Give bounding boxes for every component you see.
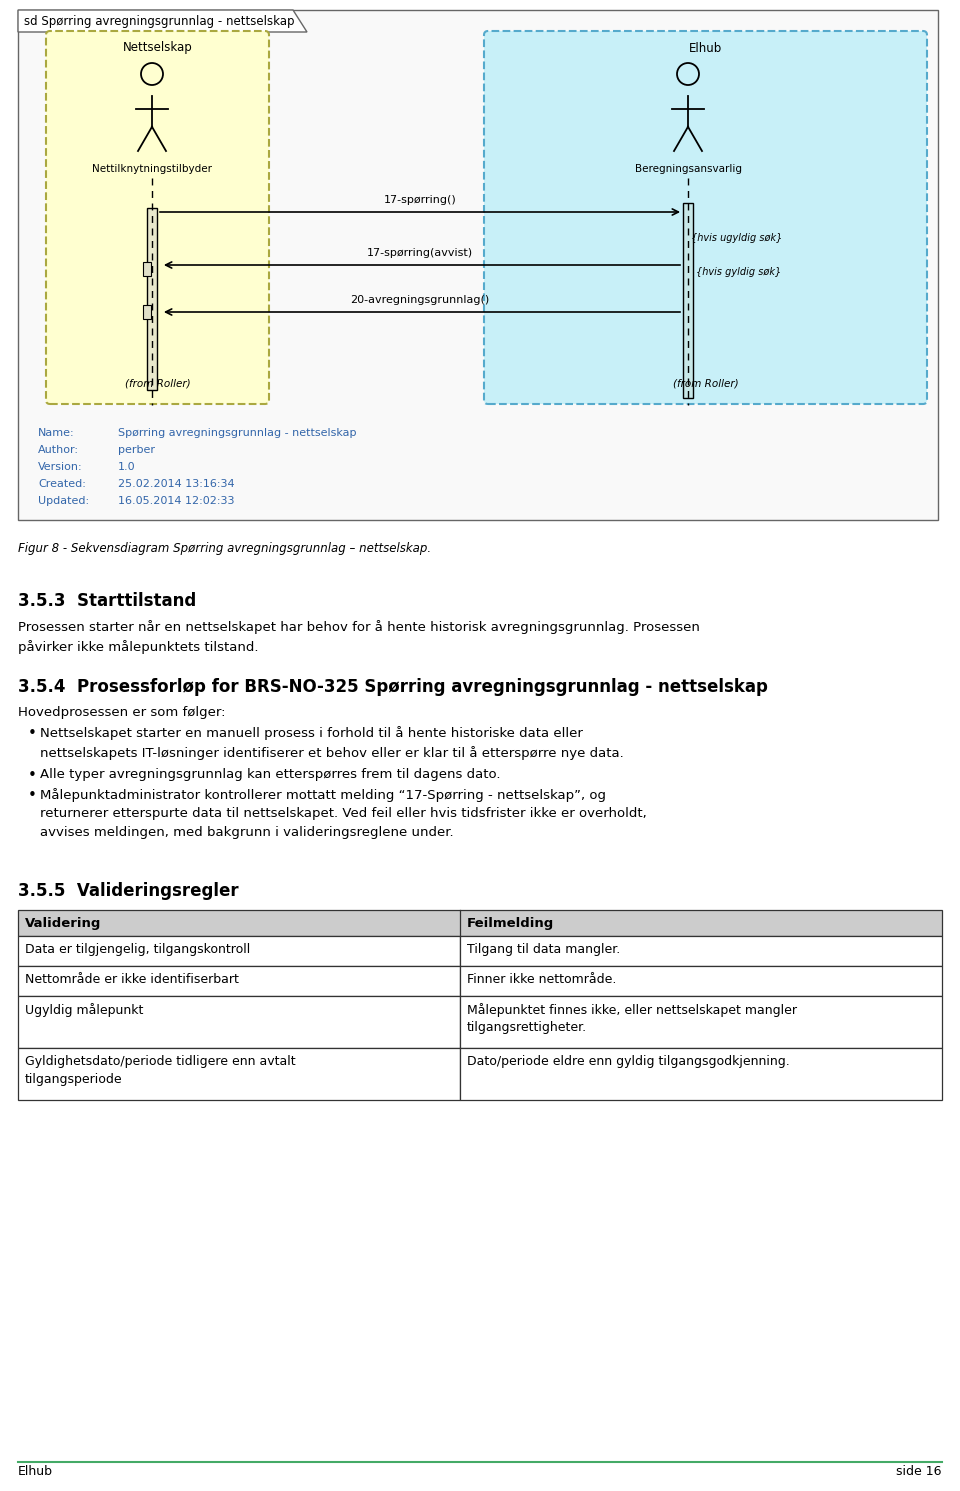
Text: Elhub: Elhub (689, 42, 722, 55)
Text: Validering: Validering (25, 917, 102, 929)
Text: Tilgang til data mangler.: Tilgang til data mangler. (467, 942, 620, 956)
Text: •: • (28, 768, 36, 783)
FancyBboxPatch shape (46, 31, 269, 404)
Text: 3.5.5  Valideringsregler: 3.5.5 Valideringsregler (18, 883, 239, 901)
FancyBboxPatch shape (484, 31, 927, 404)
FancyBboxPatch shape (18, 10, 938, 520)
Bar (460, 966, 942, 996)
Text: Updated:: Updated: (38, 497, 89, 505)
Text: Data er tilgjengelig, tilgangskontroll: Data er tilgjengelig, tilgangskontroll (25, 942, 251, 956)
Bar (460, 936, 942, 966)
Text: Gyldighetsdato/periode tidligere enn avtalt
tilgangsperiode: Gyldighetsdato/periode tidligere enn avt… (25, 1056, 296, 1085)
Text: {hvis ugyldig søk}: {hvis ugyldig søk} (691, 233, 782, 243)
Text: •: • (28, 726, 36, 741)
Text: Figur 8 - Sekvensdiagram Spørring avregningsgrunnlag – nettselskap.: Figur 8 - Sekvensdiagram Spørring avregn… (18, 543, 431, 555)
Text: Hovedprosessen er som følger:: Hovedprosessen er som følger: (18, 707, 226, 719)
Text: Nettområde er ikke identifiserbart: Nettområde er ikke identifiserbart (25, 974, 239, 986)
Bar (143, 306, 151, 319)
Text: Nettselskapet starter en manuell prosess i forhold til å hente historiske data e: Nettselskapet starter en manuell prosess… (40, 726, 624, 760)
Text: (from Roller): (from Roller) (673, 379, 738, 388)
Text: Målepunktadministrator kontrollerer mottatt melding “17-Spørring - nettselskap”,: Målepunktadministrator kontrollerer mott… (40, 789, 647, 839)
Bar (147, 209, 157, 391)
Bar (18, 936, 460, 966)
Text: Ugyldig målepunkt: Ugyldig målepunkt (25, 1003, 143, 1017)
Bar (460, 996, 942, 1048)
Text: Spørring avregningsgrunnlag - nettselskap: Spørring avregningsgrunnlag - nettselska… (118, 428, 356, 438)
Text: Prosessen starter når en nettselskapet har behov for å hente historisk avregning: Prosessen starter når en nettselskapet h… (18, 620, 700, 655)
Text: Dato/periode eldre enn gyldig tilgangsgodkjenning.: Dato/periode eldre enn gyldig tilgangsgo… (467, 1056, 790, 1068)
Text: Nettilknytningstilbyder: Nettilknytningstilbyder (92, 164, 212, 174)
Text: Alle typer avregningsgrunnlag kan etterspørres frem til dagens dato.: Alle typer avregningsgrunnlag kan etters… (40, 768, 500, 781)
Text: 25.02.2014 13:16:34: 25.02.2014 13:16:34 (118, 479, 234, 489)
Text: 17-spørring(avvist): 17-spørring(avvist) (367, 248, 473, 258)
Text: Finner ikke nettområde.: Finner ikke nettområde. (467, 974, 616, 986)
Text: 16.05.2014 12:02:33: 16.05.2014 12:02:33 (118, 497, 234, 505)
Text: 20-avregningsgrunnlag(): 20-avregningsgrunnlag() (350, 295, 490, 306)
Text: Beregningsansvarlig: Beregningsansvarlig (635, 164, 741, 174)
Bar (18, 966, 460, 996)
Bar (18, 910, 942, 936)
Bar (460, 1048, 942, 1100)
Text: •: • (28, 789, 36, 804)
Text: 1.0: 1.0 (118, 462, 135, 473)
Bar (18, 1048, 460, 1100)
Text: 3.5.3  Starttilstand: 3.5.3 Starttilstand (18, 592, 196, 610)
Text: {hvis gyldig søk}: {hvis gyldig søk} (696, 267, 781, 277)
Bar (18, 996, 460, 1048)
Text: (from Roller): (from Roller) (125, 379, 190, 388)
Text: 17-spørring(): 17-spørring() (384, 195, 456, 204)
Text: sd Spørring avregningsgrunnlag - nettselskap: sd Spørring avregningsgrunnlag - nettsel… (24, 15, 295, 27)
Text: Version:: Version: (38, 462, 83, 473)
Text: perber: perber (118, 444, 155, 455)
Text: Feilmelding: Feilmelding (467, 917, 554, 929)
Text: Elhub: Elhub (18, 1466, 53, 1478)
Text: 3.5.4  Prosessforløp for BRS-NO-325 Spørring avregningsgrunnlag - nettselskap: 3.5.4 Prosessforløp for BRS-NO-325 Spørr… (18, 678, 768, 696)
Text: Målepunktet finnes ikke, eller nettselskapet mangler
tilgangsrettigheter.: Målepunktet finnes ikke, eller nettselsk… (467, 1003, 797, 1035)
Text: Author:: Author: (38, 444, 79, 455)
Text: Created:: Created: (38, 479, 85, 489)
Polygon shape (18, 10, 307, 31)
Bar (143, 262, 151, 276)
Text: Nettselskap: Nettselskap (123, 42, 192, 55)
Text: Name:: Name: (38, 428, 75, 438)
Bar (683, 203, 693, 398)
Text: side 16: side 16 (897, 1466, 942, 1478)
